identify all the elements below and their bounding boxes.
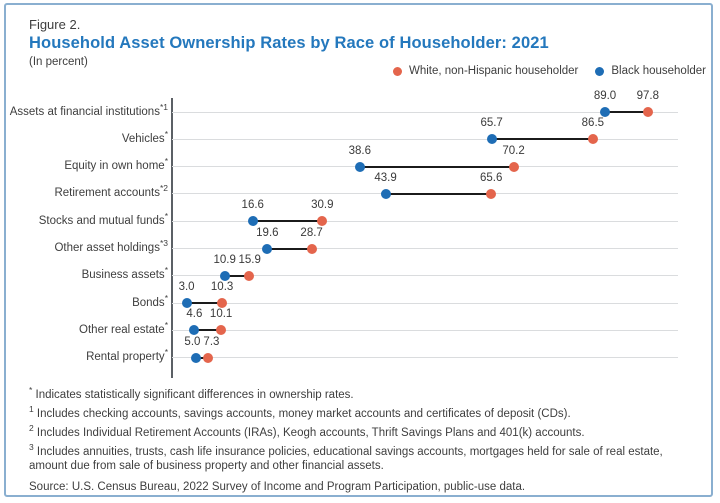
white-value-label: 28.7	[300, 226, 323, 239]
white-householder-dot	[486, 188, 497, 199]
black-householder-dot	[262, 243, 273, 254]
chart-title: Household Asset Ownership Rates by Race …	[29, 34, 549, 52]
footnote: 1 Includes checking accounts, savings ac…	[29, 404, 571, 420]
row-gridline	[172, 329, 678, 331]
legend-dot-icon	[595, 66, 605, 76]
white-value-label: 30.9	[311, 199, 334, 212]
row-gridline	[172, 220, 678, 222]
black-value-label: 4.6	[186, 308, 203, 321]
figure-header: Figure 2. Household Asset Ownership Rate…	[29, 17, 549, 68]
white-householder-dot	[306, 243, 317, 254]
footnote: 2 Includes Individual Retirement Account…	[29, 423, 585, 439]
dumbbell-connector	[186, 302, 223, 305]
y-axis-line	[171, 98, 173, 378]
footnote: 3 Includes annuities, trusts, cash life …	[29, 442, 663, 472]
dumbbell-connector	[385, 192, 492, 195]
dumbbell-connector	[359, 165, 514, 168]
white-householder-dot	[587, 134, 598, 145]
legend-label: Black householder	[611, 65, 706, 77]
white-value-label: 15.9	[238, 253, 261, 266]
chart-legend: White, non-Hispanic householder Black hou…	[376, 65, 706, 77]
row-gridline	[172, 357, 678, 359]
category-label: Business assets*	[81, 265, 168, 282]
white-value-label: 86.5	[581, 117, 605, 130]
white-value-label: 97.8	[636, 90, 660, 102]
category-label: Other real estate*	[79, 320, 168, 336]
figure-number: Figure 2.	[29, 17, 81, 32]
black-value-label: 65.7	[480, 117, 503, 130]
white-value-label: 10.1	[209, 308, 233, 321]
black-householder-dot	[189, 325, 200, 336]
category-label: Vehicles*	[121, 128, 168, 145]
white-householder-dot	[317, 216, 328, 227]
dumbbell-connector	[267, 247, 312, 250]
black-householder-dot	[486, 134, 497, 145]
dumbbell-connector	[605, 111, 648, 113]
white-householder-dot	[642, 107, 653, 117]
row-gridline	[172, 111, 678, 113]
white-value-label: 70.2	[502, 144, 525, 157]
black-value-label: 16.6	[241, 199, 264, 212]
white-householder-dot	[217, 298, 228, 309]
census-figure: Figure 2. Household Asset Ownership Rate…	[4, 3, 713, 497]
black-householder-dot	[380, 188, 391, 199]
category-label: Stocks and mutual funds*	[38, 210, 168, 227]
row-gridline	[172, 138, 678, 140]
black-householder-dot	[247, 216, 258, 227]
white-householder-dot	[216, 325, 227, 336]
category-label: Bonds*	[132, 292, 168, 309]
category-label: Retirement accounts*2	[54, 183, 168, 200]
white-householder-dot	[202, 352, 213, 363]
footnote: * Indicates statistically significant di…	[29, 385, 354, 401]
legend-dot-icon	[392, 66, 402, 76]
black-householder-dot	[354, 161, 365, 172]
chart-subtitle: (In percent)	[29, 56, 88, 68]
white-householder-dot	[508, 161, 519, 172]
legend-label: White, non-Hispanic householder	[408, 65, 579, 77]
category-label: Other asset holdings*3	[54, 238, 168, 254]
black-value-label: 3.0	[178, 281, 195, 294]
dumbbell-chart: Assets at financial institutions*1 89.0 97…	[6, 90, 711, 378]
dumbbell-connector	[225, 274, 250, 277]
black-value-label: 10.9	[213, 253, 236, 266]
dumbbell-connector	[491, 138, 593, 141]
dumbbell-connector	[252, 220, 323, 223]
black-value-label: 43.9	[374, 171, 397, 184]
white-value-label: 10.3	[210, 281, 234, 294]
category-label: Equity in own home*	[64, 156, 168, 173]
white-value-label: 65.6	[479, 171, 503, 184]
black-value-label: 19.6	[256, 226, 279, 239]
black-householder-dot	[220, 270, 231, 281]
row-gridline	[172, 248, 678, 249]
black-value-label: 89.0	[593, 90, 617, 102]
category-label: Rental property*	[86, 347, 168, 364]
white-value-label: 7.3	[203, 335, 220, 348]
dumbbell-connector	[194, 329, 222, 332]
category-label: Assets at financial institutions*1	[9, 101, 168, 118]
black-householder-dot	[191, 352, 202, 363]
source-line: Source: U.S. Census Bureau, 2022 Survey …	[29, 481, 526, 493]
row-gridline	[172, 302, 678, 304]
legend-item: Black householder	[595, 65, 706, 77]
white-householder-dot	[244, 270, 255, 281]
dumbbell-connector	[196, 356, 208, 359]
black-householder-dot	[181, 298, 192, 309]
black-value-label: 38.6	[348, 144, 371, 157]
black-value-label: 5.0	[184, 335, 201, 348]
row-gridline	[172, 275, 678, 277]
footnotes: * Indicates statistically significant di…	[29, 385, 684, 495]
black-householder-dot	[600, 107, 611, 117]
legend-item: White, non-Hispanic householder	[392, 65, 579, 77]
